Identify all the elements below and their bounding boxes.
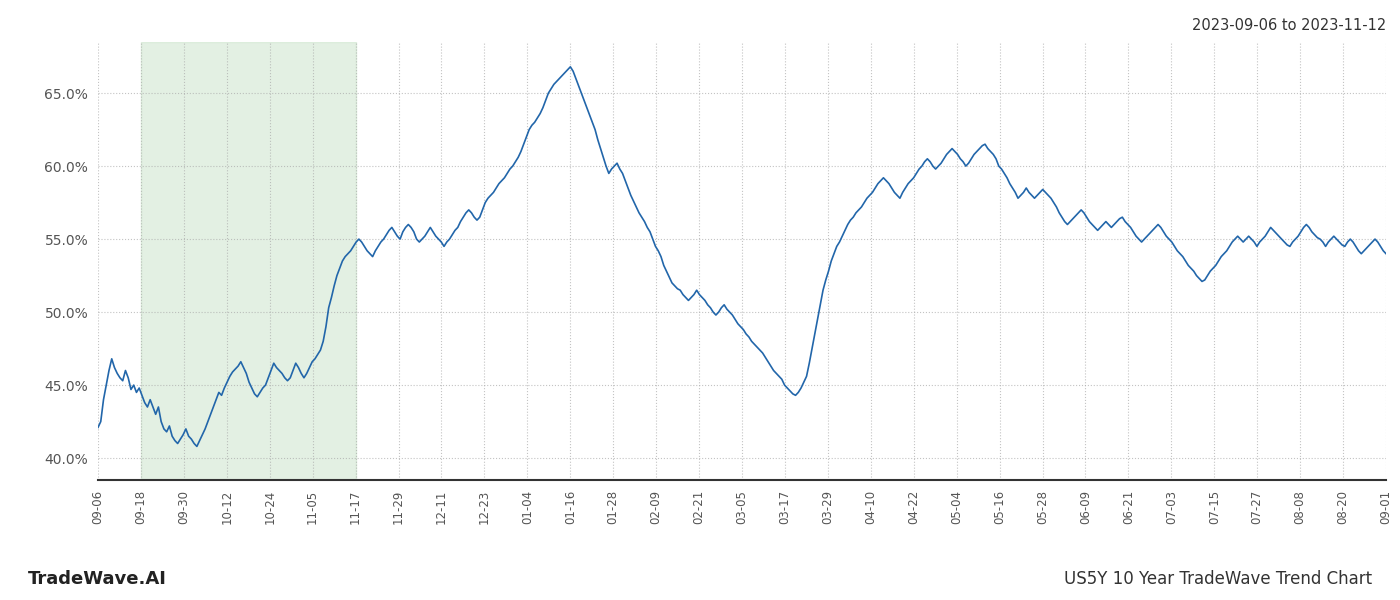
Bar: [141, 42, 356, 480]
Text: TradeWave.AI: TradeWave.AI: [28, 570, 167, 588]
Text: US5Y 10 Year TradeWave Trend Chart: US5Y 10 Year TradeWave Trend Chart: [1064, 570, 1372, 588]
Text: 2023-09-06 to 2023-11-12: 2023-09-06 to 2023-11-12: [1191, 18, 1386, 33]
